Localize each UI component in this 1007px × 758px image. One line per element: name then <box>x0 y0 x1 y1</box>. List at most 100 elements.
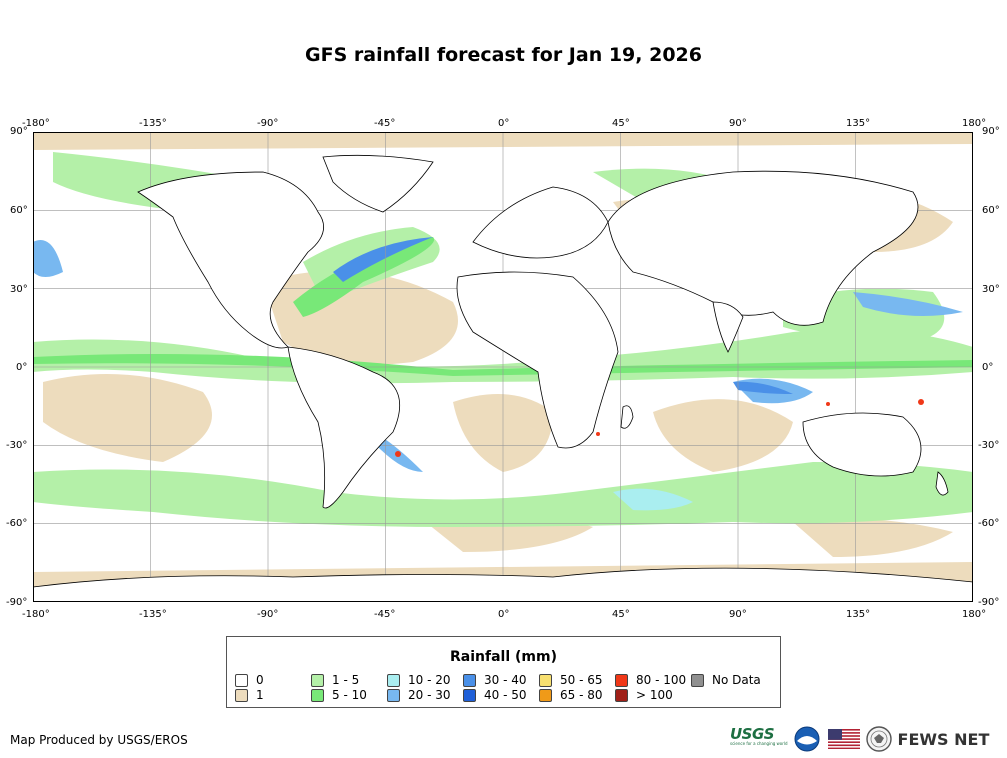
lat-label-left: -60° <box>6 518 28 529</box>
usgs-tagline: science for a changing world <box>730 741 788 746</box>
legend-item: 20 - 30 <box>387 688 451 702</box>
usgs-logo: USGS science for a changing world <box>730 725 788 749</box>
legend-item: > 100 <box>615 688 673 702</box>
lat-label-right: 30° <box>982 284 1000 295</box>
state-department-seal-icon <box>865 726 892 752</box>
dry-area <box>653 399 793 472</box>
legend-item: 40 - 50 <box>463 688 527 702</box>
continent-outlines <box>33 154 973 602</box>
legend-title: Rainfall (mm) <box>450 649 557 665</box>
lat-label-left: 30° <box>10 284 28 295</box>
rain-extreme <box>918 399 924 405</box>
legend-label: 5 - 10 <box>332 688 367 702</box>
map-svg <box>33 132 973 602</box>
legend-label: No Data <box>712 673 761 687</box>
lat-label-left: 60° <box>10 205 28 216</box>
lon-label-bottom: 180° <box>962 609 987 620</box>
legend-label: 65 - 80 <box>560 688 603 702</box>
lon-label-bottom: -45° <box>374 609 396 620</box>
legend-item: 5 - 10 <box>311 688 367 702</box>
legend-swatch <box>235 673 248 687</box>
lon-label-bottom: -90° <box>257 609 279 620</box>
legend-swatch <box>387 688 400 702</box>
legend-item: 1 <box>235 688 264 702</box>
legend-swatch <box>539 673 552 687</box>
lon-label-top: -180° <box>22 118 50 129</box>
legend-swatch <box>691 673 704 687</box>
legend-item: 1 - 5 <box>311 673 359 687</box>
lon-label-bottom: 45° <box>612 609 630 620</box>
rain-extreme <box>596 432 600 436</box>
lon-label-top: 180° <box>962 118 987 129</box>
legend-swatch <box>311 688 324 702</box>
madagascar <box>620 405 634 429</box>
legend-item: No Data <box>691 673 761 687</box>
new-zealand <box>935 471 949 496</box>
antarctica <box>33 567 973 602</box>
lon-label-bottom: 0° <box>498 609 510 620</box>
lon-label-top: -90° <box>257 118 279 129</box>
dry-area <box>793 518 953 557</box>
lon-label-top: 0° <box>498 118 510 129</box>
legend-swatch <box>615 673 628 687</box>
legend-label: 1 - 5 <box>332 673 360 687</box>
lon-label-top: -135° <box>139 118 167 129</box>
legend-item: 80 - 100 <box>615 673 686 687</box>
greenland <box>322 154 434 213</box>
lon-label-top: -45° <box>374 118 396 129</box>
legend-item: 50 - 65 <box>539 673 603 687</box>
legend-swatch <box>463 688 476 702</box>
usgs-wordmark: USGS <box>730 725 775 743</box>
lon-label-top: 45° <box>612 118 630 129</box>
rain-extreme <box>826 402 830 406</box>
legend-label: 1 <box>256 688 264 702</box>
us-flag-icon <box>827 729 860 749</box>
lon-label-bottom: 90° <box>729 609 747 620</box>
rain-heavy <box>333 237 433 282</box>
rain-extreme <box>395 451 401 457</box>
legend-item: 65 - 80 <box>539 688 603 702</box>
lon-label-top: 90° <box>729 118 747 129</box>
lat-label-left: 90° <box>10 126 28 137</box>
lat-label-left: -90° <box>6 597 28 608</box>
noaa-logo-icon <box>794 726 820 752</box>
legend-label: > 100 <box>636 688 673 702</box>
legend-swatch <box>539 688 552 702</box>
lat-label-right: 0° <box>982 362 994 373</box>
lat-label-right: -60° <box>978 518 1000 529</box>
legend-item: 10 - 20 <box>387 673 451 687</box>
lon-label-top: 135° <box>846 118 871 129</box>
north-america <box>137 171 325 349</box>
lon-label-bottom: -135° <box>139 609 167 620</box>
legend-box: Rainfall (mm) 0 1 1 - 5 5 - 10 10 - 20 2… <box>226 636 781 708</box>
rain-heavy <box>733 381 793 394</box>
rainfall-map[interactable] <box>33 132 973 602</box>
legend-item: 0 <box>235 673 264 687</box>
south-america <box>287 346 400 509</box>
india <box>712 301 744 353</box>
lat-label-right: 60° <box>982 205 1000 216</box>
legend-label: 50 - 65 <box>560 673 603 687</box>
lat-label-right: 90° <box>982 126 1000 137</box>
lon-label-bottom: -180° <box>22 609 50 620</box>
lat-label-left: 0° <box>16 362 28 373</box>
agency-logos: USGS science for a changing world FEWS N… <box>730 725 989 753</box>
legend-label: 80 - 100 <box>636 673 687 687</box>
dry-area <box>43 374 212 462</box>
rain-heavy <box>33 240 63 277</box>
map-title: GFS rainfall forecast for Jan 19, 2026 <box>305 44 702 66</box>
legend-swatch <box>615 688 628 702</box>
lat-label-left: -30° <box>6 440 28 451</box>
legend-label: 0 <box>256 673 264 687</box>
rain-heavy <box>853 292 963 316</box>
legend-label: 20 - 30 <box>408 688 451 702</box>
legend-label: 30 - 40 <box>484 673 527 687</box>
australia <box>802 412 922 477</box>
credit-text: Map Produced by USGS/EROS <box>10 733 188 747</box>
fews-net-logo: FEWS NET <box>897 729 990 749</box>
legend-swatch <box>387 673 400 687</box>
rain-heavy <box>613 488 693 511</box>
lat-label-right: -30° <box>978 440 1000 451</box>
asia <box>607 170 919 326</box>
legend-swatch <box>235 688 248 702</box>
